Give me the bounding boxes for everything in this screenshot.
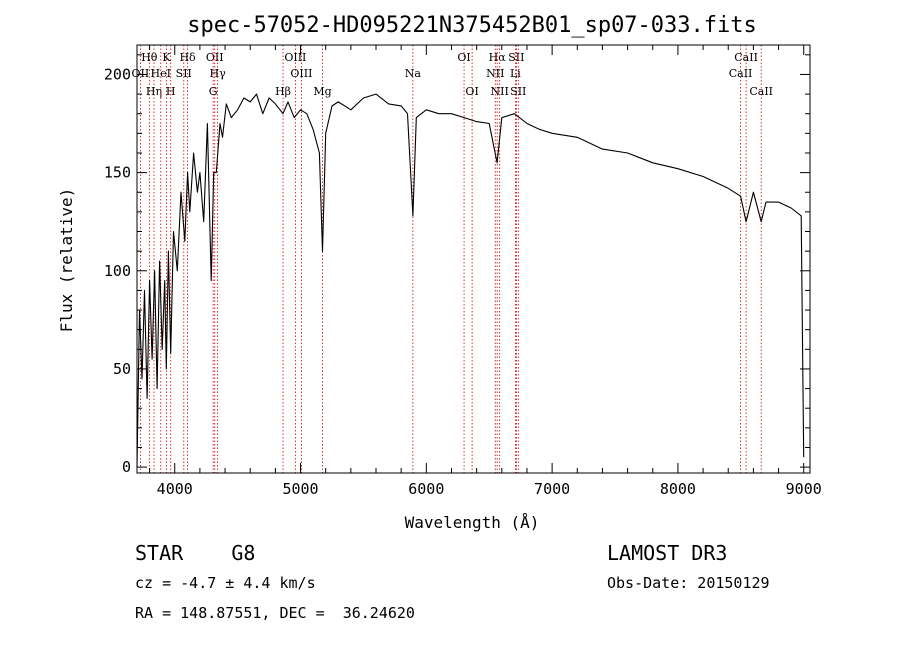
line-marker-label-13: OIII [290, 67, 312, 80]
line-marker-label-6: H [166, 85, 176, 98]
x-tick-label-3: 7000 [534, 480, 570, 498]
line-marker-label-0: Hθ [141, 51, 158, 64]
line-marker-label-19: NII [486, 67, 504, 80]
line-marker-label-15: Na [405, 67, 422, 80]
line-marker-label-18: Hα [489, 51, 507, 64]
y-tick-label-4: 200 [104, 65, 131, 83]
x-tick-label-2: 6000 [408, 480, 444, 498]
survey-label: LAMOST DR3 [607, 541, 728, 565]
y-tick-label-2: 100 [104, 262, 131, 280]
line-marker-label-4: K [162, 51, 171, 64]
line-marker-label-3: HeI [151, 67, 171, 80]
line-marker-label-5: SII [176, 67, 192, 80]
class-label: STAR G8 [135, 541, 256, 565]
y-axis-label: Flux (relative) [57, 188, 76, 333]
line-marker-label-1: OII [132, 67, 150, 80]
line-marker-label-11: Hβ [275, 85, 291, 98]
line-marker-label-20: NII [491, 85, 509, 98]
plot-frame [136, 44, 811, 474]
line-marker-label-25: CaII [729, 67, 753, 80]
line-marker-label-24: CaII [734, 51, 758, 64]
x-tick-label-1: 5000 [282, 480, 318, 498]
line-marker-label-17: OI [465, 85, 478, 98]
y-tick-label-0: 0 [122, 458, 131, 476]
chart-title: spec-57052-HD095221N375452B01_sp07-033.f… [187, 13, 757, 38]
obs-date-label: Obs-Date: 20150129 [607, 574, 770, 592]
redshift-label: cz = -4.7 ± 4.4 km/s [135, 574, 316, 592]
line-marker-label-23: SII [510, 85, 526, 98]
line-marker-label-12: OIII [284, 51, 306, 64]
x-tick-label-5: 9000 [786, 480, 822, 498]
line-marker-label-8: OII [206, 51, 224, 64]
line-marker-label-14: Mg [313, 85, 331, 98]
y-tick-label-3: 150 [104, 164, 131, 182]
x-tick-label-4: 8000 [660, 480, 696, 498]
line-marker-label-7: Hδ [179, 51, 196, 64]
spectrum-series [136, 93, 805, 468]
line-marker-label-2: Hη [146, 85, 162, 98]
coordinates-label: RA = 148.87551, DEC = 36.24620 [135, 604, 415, 622]
line-marker-label-16: OI [457, 51, 470, 64]
spectrum-line [136, 93, 805, 468]
line-marker-label-22: Li [510, 67, 521, 80]
line-marker-label-9: Hγ [210, 67, 227, 80]
x-axis-label: Wavelength (Å) [405, 513, 540, 532]
x-tick-label-0: 4000 [157, 480, 193, 498]
line-marker-label-21: SII [508, 51, 524, 64]
y-tick-label-1: 50 [113, 360, 131, 378]
line-marker-label-10: G [209, 85, 218, 98]
line-marker-label-26: CaII [749, 85, 773, 98]
axis-ticks: 4000 5000 6000 7000 8000 9000 0 50 100 150 200 [104, 45, 822, 498]
